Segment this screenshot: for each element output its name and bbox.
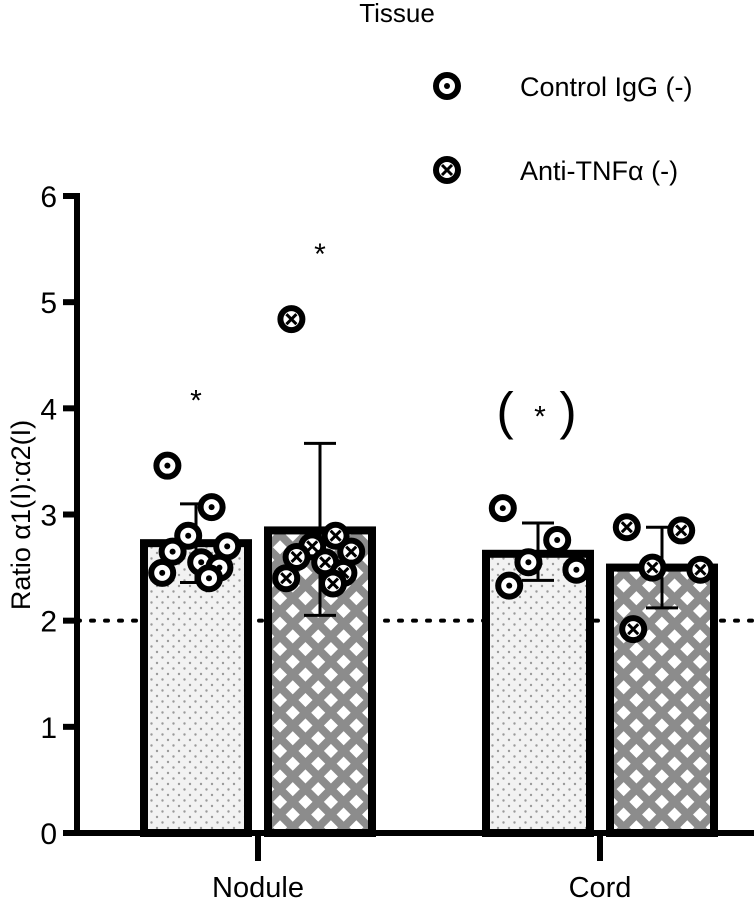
data-point-cross	[326, 577, 340, 590]
data-point-dot	[159, 569, 166, 576]
significance-star: *	[190, 385, 202, 418]
data-point-1-0-3	[337, 537, 366, 566]
axes: 0 1 2 3 4 5 6 Nodule Cord	[40, 181, 754, 900]
data-point-0-0-8	[195, 564, 223, 593]
data-point-dot	[169, 548, 176, 555]
data-point-dot	[198, 559, 205, 566]
error-bars-layer	[180, 441, 678, 617]
data-point-dot	[506, 582, 513, 589]
significance-star: *	[314, 238, 326, 271]
data-point-cross	[306, 540, 319, 553]
y-tick-label: 3	[40, 500, 57, 533]
data-point-cross	[329, 529, 342, 542]
data-point-cross	[290, 550, 303, 564]
data-point-cross	[280, 572, 293, 585]
significance-star: *	[534, 400, 546, 433]
data-point-dot	[525, 559, 532, 566]
data-point-0-0-4	[158, 537, 187, 566]
legend: Tissue Control IgG (-) Anti-TNFα (-)	[359, 0, 692, 186]
annotations-layer: * ( *) *	[190, 238, 577, 440]
data-point-0-0-0	[153, 451, 182, 480]
data-point-dot	[208, 504, 215, 511]
legend-title: Tissue	[359, 0, 435, 28]
x-tick-label: Cord	[569, 872, 632, 900]
data-point-dot	[554, 536, 561, 543]
y-tick-label: 6	[40, 181, 57, 214]
data-point-cross	[694, 563, 707, 576]
data-point-cross	[319, 556, 332, 569]
data-point-0-0-7	[148, 558, 177, 587]
data-point-0-1-3	[562, 555, 591, 584]
data-point-cross	[285, 313, 298, 326]
data-point-0-0-3	[213, 532, 242, 561]
x-tick-label: Nodule	[212, 872, 304, 900]
y-tick-label: 5	[40, 287, 57, 320]
data-point-0-0-2	[174, 521, 203, 550]
data-point-cross	[646, 561, 659, 574]
y-tick-label: 2	[40, 606, 57, 639]
data-point-0-1-1	[543, 525, 572, 554]
legend-item-anti-tnf: Anti-TNFα (-)	[433, 156, 678, 186]
data-point-1-1-0	[612, 513, 641, 542]
data-point-cross	[675, 524, 688, 537]
data-point-dot	[224, 543, 231, 550]
data-points-layer	[148, 305, 715, 644]
significance-paren-close: )	[559, 382, 576, 440]
legend-label-anti-tnf: Anti-TNFα (-)	[520, 156, 678, 186]
significance-paren-open: (	[496, 382, 514, 440]
data-point-1-0-7	[272, 564, 301, 593]
data-point-cross	[627, 623, 640, 636]
data-point-dot	[164, 462, 171, 469]
data-point-1-0-0	[277, 305, 306, 334]
data-point-1-0-1	[321, 521, 350, 550]
data-point-cross	[620, 521, 633, 534]
data-point-0-1-0	[488, 494, 517, 523]
data-point-1-0-8	[319, 569, 347, 598]
circle-dot-marker-icon	[433, 72, 461, 100]
legend-label-control: Control IgG (-)	[520, 72, 693, 102]
data-point-cross	[345, 545, 358, 558]
data-point-1-1-2	[638, 553, 667, 582]
legend-item-control: Control IgG (-)	[433, 72, 693, 102]
y-tick-label: 4	[40, 393, 57, 426]
data-point-dot	[206, 575, 212, 582]
data-point-dot	[185, 532, 192, 539]
data-point-0-0-1	[197, 493, 226, 522]
data-point-1-1-4	[619, 615, 648, 644]
y-axis-label: Ratio α1(I):α2(I)	[6, 420, 36, 610]
circle-x-marker-icon	[433, 156, 461, 184]
data-point-dot	[573, 566, 580, 573]
y-tick-label: 1	[40, 712, 57, 745]
data-point-1-1-1	[667, 516, 696, 545]
bars-layer	[140, 526, 718, 837]
data-point-1-1-3	[686, 555, 715, 584]
data-point-dot	[499, 505, 506, 512]
y-tick-label: 0	[40, 818, 57, 851]
data-point-0-1-4	[495, 571, 524, 600]
data-point-1-0-4	[282, 542, 311, 571]
data-point-0-1-2	[514, 548, 543, 577]
